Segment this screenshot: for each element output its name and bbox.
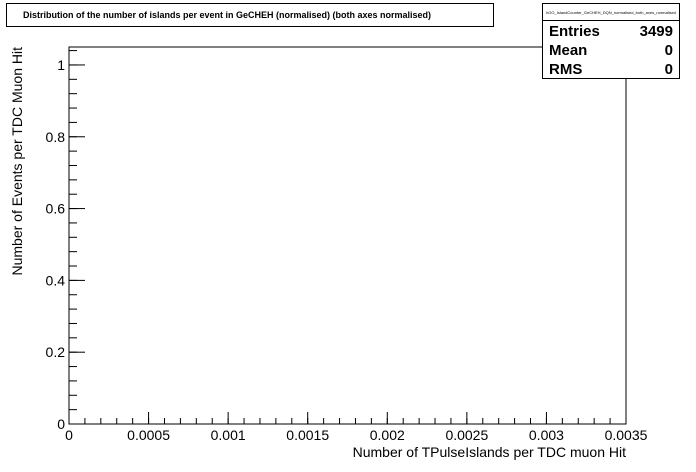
stats-box: hGO_IslandCounter_GeCHEH_DQN_normalised_… <box>542 3 680 79</box>
stats-entries-value: 3499 <box>639 23 673 40</box>
stats-row-entries: Entries 3499 <box>549 22 673 41</box>
stats-rms-label: RMS <box>549 61 583 78</box>
y-tick-label: 0 <box>57 416 65 432</box>
x-tick-label: 0.0005 <box>127 427 170 443</box>
stats-row-rms: RMS 0 <box>549 60 673 79</box>
x-tick-label: 0.002 <box>370 427 405 443</box>
y-tick-label: 0.2 <box>46 344 66 360</box>
x-axis: 0 0.0005 0.001 0.0015 0.002 0.0025 0.003 0.0035 <box>65 412 648 443</box>
y-tick-label: 0.4 <box>46 272 66 288</box>
x-tick-label: 0.003 <box>529 427 564 443</box>
stats-entries-label: Entries <box>549 23 600 40</box>
y-axis: 0 0.2 0.4 0.6 0.8 1 <box>46 50 85 432</box>
stats-row-mean: Mean 0 <box>549 41 673 60</box>
x-tick-label: 0 <box>65 427 73 443</box>
chart-title: Distribution of the number of islands pe… <box>23 10 432 20</box>
chart-title-box: Distribution of the number of islands pe… <box>6 3 494 27</box>
plot-frame <box>68 46 627 425</box>
x-tick-label: 0.0035 <box>605 427 648 443</box>
stats-rms-value: 0 <box>664 61 673 78</box>
y-axis-label: Number of Events per TDC Muon Hit <box>9 47 25 276</box>
y-tick-label: 0.6 <box>46 201 66 217</box>
stats-histogram-name: hGO_IslandCounter_GeCHEH_DQN_normalised_… <box>543 5 679 21</box>
y-tick-label: 1 <box>57 57 65 73</box>
x-tick-label: 0.0015 <box>286 427 329 443</box>
stats-mean-label: Mean <box>549 42 588 59</box>
y-tick-label: 0.8 <box>46 129 66 145</box>
x-tick-label: 0.001 <box>211 427 246 443</box>
x-tick-label: 0.0025 <box>445 427 488 443</box>
stats-mean-value: 0 <box>664 42 673 59</box>
x-axis-label: Number of TPulseIslands per TDC muon Hit <box>353 444 626 460</box>
